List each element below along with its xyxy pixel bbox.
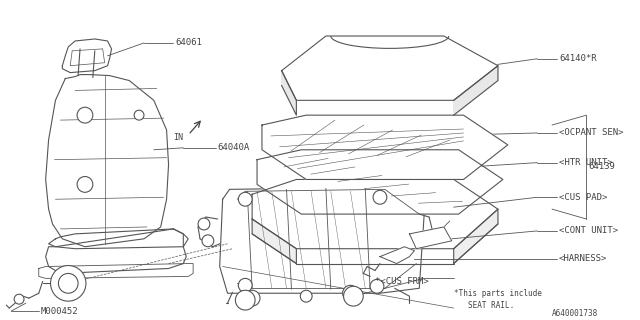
Text: <CUS PAD>: <CUS PAD> xyxy=(559,193,607,202)
Circle shape xyxy=(344,286,364,306)
Circle shape xyxy=(134,110,144,120)
Polygon shape xyxy=(380,247,414,264)
Circle shape xyxy=(370,279,384,293)
Polygon shape xyxy=(252,180,498,249)
Circle shape xyxy=(14,294,24,304)
Circle shape xyxy=(236,290,255,310)
Circle shape xyxy=(58,274,78,293)
Text: 64061: 64061 xyxy=(175,38,202,47)
Circle shape xyxy=(77,107,93,123)
Polygon shape xyxy=(252,219,296,264)
Text: 64040A: 64040A xyxy=(218,143,250,152)
Polygon shape xyxy=(410,227,452,249)
Text: <OCPANT SEN>: <OCPANT SEN> xyxy=(559,128,623,138)
Polygon shape xyxy=(62,39,111,73)
Circle shape xyxy=(244,290,260,306)
Circle shape xyxy=(373,190,387,204)
Circle shape xyxy=(300,290,312,302)
Polygon shape xyxy=(45,75,168,247)
Text: *This parts include: *This parts include xyxy=(454,289,541,298)
Text: A640001738: A640001738 xyxy=(552,308,598,317)
Polygon shape xyxy=(454,209,498,264)
Text: 64139: 64139 xyxy=(588,162,615,171)
Polygon shape xyxy=(282,71,296,115)
Circle shape xyxy=(77,177,93,192)
Text: M000452: M000452 xyxy=(41,307,78,316)
Polygon shape xyxy=(282,36,498,100)
Text: IN: IN xyxy=(173,133,184,142)
Circle shape xyxy=(198,218,210,230)
Polygon shape xyxy=(257,150,503,214)
Text: 64140*R: 64140*R xyxy=(559,54,596,63)
Polygon shape xyxy=(45,229,186,274)
Polygon shape xyxy=(454,66,498,115)
Polygon shape xyxy=(220,188,424,293)
Circle shape xyxy=(202,235,214,247)
Circle shape xyxy=(238,192,252,206)
Text: <HTR UNIT>: <HTR UNIT> xyxy=(559,158,612,167)
Text: SEAT RAIL.: SEAT RAIL. xyxy=(468,300,515,310)
Text: <CONT UNIT>: <CONT UNIT> xyxy=(559,227,618,236)
Circle shape xyxy=(51,266,86,301)
Circle shape xyxy=(342,285,358,301)
Polygon shape xyxy=(39,264,193,278)
Text: <HARNESS>: <HARNESS> xyxy=(559,254,607,263)
Text: *<CUS FRM>: *<CUS FRM> xyxy=(375,277,429,286)
Polygon shape xyxy=(49,229,188,249)
Polygon shape xyxy=(262,115,508,180)
Circle shape xyxy=(238,278,252,292)
